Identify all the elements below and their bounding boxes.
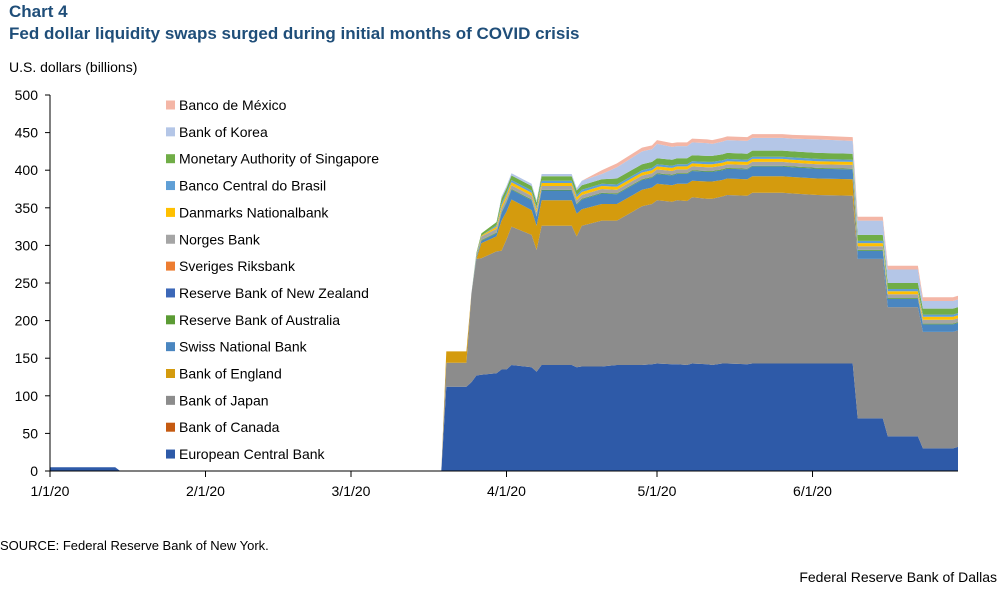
chart-title: Fed dollar liquidity swaps surged during… <box>9 24 580 43</box>
legend-item-banco-central-do-brasil: Banco Central do Brasil <box>166 178 326 194</box>
legend-swatch <box>166 127 175 137</box>
x-tick-label: 6/1/20 <box>793 483 832 499</box>
x-tick-label: 4/1/20 <box>487 483 526 499</box>
area-european-central-bank <box>50 363 958 471</box>
legend-label: Bank of England <box>179 366 282 382</box>
legend-item-bank-of-england: Bank of England <box>166 366 282 382</box>
y-tick-label: 50 <box>22 425 38 441</box>
legend-swatch <box>166 154 175 164</box>
legend-swatch <box>166 395 175 405</box>
chart-number: Chart 4 <box>9 2 68 21</box>
y-tick-label: 100 <box>15 388 39 404</box>
legend-swatch <box>166 422 175 432</box>
area-bank-of-england <box>50 176 958 471</box>
legend-label: Bank of Canada <box>179 419 280 435</box>
legend-label: Bank of Japan <box>179 392 269 408</box>
axes-group: 0 50 100 150 200 250 300 350 400 450 500 1/1/20 2/1/… <box>15 87 958 499</box>
credit-line: Federal Reserve Bank of Dallas <box>799 569 997 585</box>
legend-item-norges-bank: Norges Bank <box>166 231 261 247</box>
legend: Banco de México Bank of Korea Monetary Aut… <box>166 97 379 462</box>
y-tick-label: 500 <box>15 87 39 103</box>
y-tick-label: 450 <box>15 125 39 141</box>
legend-item-reserve-bank-of-new-zealand: Reserve Bank of New Zealand <box>166 285 369 301</box>
y-tick-label: 250 <box>15 275 39 291</box>
legend-item-swiss-national-bank: Swiss National Bank <box>166 339 308 355</box>
legend-swatch <box>166 449 175 459</box>
legend-item-bank-of-korea: Bank of Korea <box>166 124 268 140</box>
legend-item-bank-of-canada: Bank of Canada <box>166 419 280 435</box>
legend-swatch <box>166 342 175 352</box>
stacked-area-chart: 0 50 100 150 200 250 300 350 400 450 500 1/1/20 2/1/… <box>15 87 958 499</box>
y-tick-label: 300 <box>15 237 39 253</box>
legend-swatch <box>166 207 175 217</box>
y-axis-unit-label: U.S. dollars (billions) <box>9 59 138 75</box>
legend-label: Reserve Bank of New Zealand <box>179 285 369 301</box>
legend-swatch <box>166 288 175 298</box>
x-tick-label: 3/1/20 <box>332 483 371 499</box>
y-tick-label: 350 <box>15 200 39 216</box>
legend-item-bank-of-japan: Bank of Japan <box>166 392 269 408</box>
x-tick-label: 1/1/20 <box>31 483 70 499</box>
y-tick-label: 200 <box>15 313 39 329</box>
legend-label: Bank of Korea <box>179 124 268 140</box>
legend-label: Sveriges Riksbank <box>179 258 296 274</box>
y-tick-label: 0 <box>30 463 38 479</box>
legend-label: Monetary Authority of Singapore <box>179 151 379 167</box>
x-tick-label: 5/1/20 <box>638 483 677 499</box>
legend-swatch <box>166 369 175 378</box>
legend-label: Danmarks Nationalbank <box>179 204 329 220</box>
legend-label: Norges Bank <box>179 231 261 247</box>
legend-item-danmarks-nationalbank: Danmarks Nationalbank <box>166 204 329 220</box>
legend-label: Banco de México <box>179 97 287 113</box>
legend-item-european-central-bank: European Central Bank <box>166 446 326 462</box>
x-tick-label: 2/1/20 <box>186 483 225 499</box>
legend-item-banco-de-mexico: Banco de México <box>166 97 287 113</box>
legend-item-reserve-bank-of-australia: Reserve Bank of Australia <box>166 312 340 328</box>
legend-item-sveriges-riksbank: Sveriges Riksbank <box>166 258 296 274</box>
legend-item-monetary-authority-of-singapore: Monetary Authority of Singapore <box>166 151 379 167</box>
area-bank-of-japan <box>50 192 958 472</box>
y-tick-label: 150 <box>15 350 39 366</box>
legend-swatch <box>166 315 175 325</box>
legend-swatch <box>166 234 175 244</box>
source-note: SOURCE: Federal Reserve Bank of New York… <box>0 538 269 553</box>
y-tick-label: 400 <box>15 162 39 178</box>
legend-label: Banco Central do Brasil <box>179 178 326 194</box>
legend-swatch <box>166 261 175 271</box>
legend-swatch <box>166 100 175 110</box>
legend-label: Swiss National Bank <box>179 339 308 355</box>
area-series-group <box>50 134 958 472</box>
legend-label: Reserve Bank of Australia <box>179 312 340 328</box>
legend-swatch <box>166 181 175 191</box>
legend-label: European Central Bank <box>179 446 326 462</box>
